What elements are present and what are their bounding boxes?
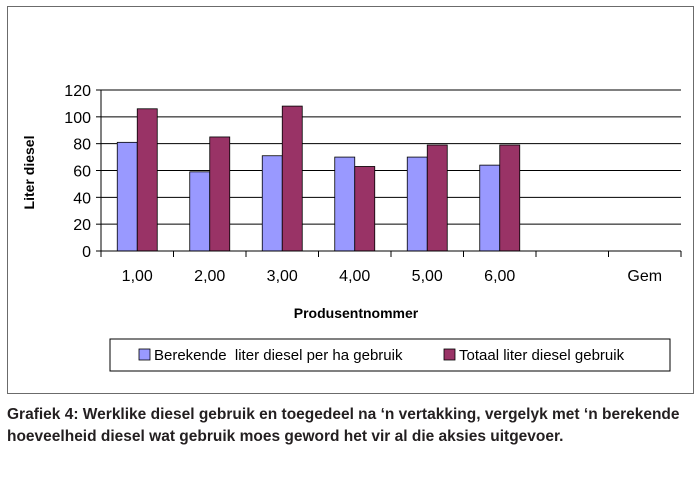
y-tick-label: 80	[73, 137, 91, 154]
y-tick-labels: 0 20 40 60 80 100 120	[64, 83, 91, 261]
x-axis-title: Produsentnommer	[294, 305, 419, 321]
x-tick-label: 5,00	[412, 268, 443, 285]
legend-label-totaal: Totaal liter diesel gebruik	[459, 347, 625, 364]
y-tick-label: 0	[82, 244, 91, 261]
legend-label-berekende: Berekende liter diesel per ha gebruik	[154, 347, 403, 364]
legend-swatch-totaal	[443, 348, 456, 361]
y-tick-label: 20	[73, 217, 91, 234]
y-tick-label: 60	[73, 164, 91, 181]
bar-totaal	[281, 105, 303, 252]
bar-totaal	[136, 108, 158, 252]
bar-berekende	[261, 155, 283, 252]
x-tick-label: 1,00	[122, 268, 153, 285]
y-tick-label: 100	[64, 110, 91, 127]
bar-totaal	[426, 144, 448, 252]
legend-box	[109, 338, 671, 372]
x-tick-label: 6,00	[484, 268, 515, 285]
x-tick-label: 2,00	[194, 268, 225, 285]
y-tick-label: 120	[64, 83, 91, 100]
bar-berekende	[189, 171, 211, 252]
bar-totaal	[209, 136, 231, 252]
bar-chart: 0 20 40 60 80 100 120 1,00 2,00 3,00 4,00 5,00 6,00…	[21, 83, 682, 372]
x-tick-labels: 1,00 2,00 3,00 4,00 5,00 6,00 Gem	[122, 268, 662, 285]
y-tick-label: 40	[73, 190, 91, 207]
legend: Berekende liter diesel per ha gebruik To…	[109, 338, 671, 372]
axes	[100, 90, 681, 252]
x-tick-label: 3,00	[267, 268, 298, 285]
bars	[116, 105, 521, 252]
bar-totaal	[499, 144, 521, 252]
legend-swatch-berekende	[138, 348, 151, 361]
y-axis-title: Liter diesel	[21, 136, 37, 210]
bar-berekende	[406, 156, 428, 252]
chart-frame: 0 20 40 60 80 100 120 1,00 2,00 3,00 4,00 5,00 6,00…	[7, 6, 694, 394]
x-tick-label: Gem	[627, 268, 662, 285]
gridlines	[96, 89, 682, 257]
bar-totaal	[354, 166, 376, 252]
bar-berekende	[116, 141, 138, 252]
x-tick-label: 4,00	[339, 268, 370, 285]
bar-berekende	[479, 164, 501, 252]
bar-berekende	[334, 156, 356, 252]
figure-caption: Grafiek 4: Werklike diesel gebruik en to…	[7, 406, 680, 445]
